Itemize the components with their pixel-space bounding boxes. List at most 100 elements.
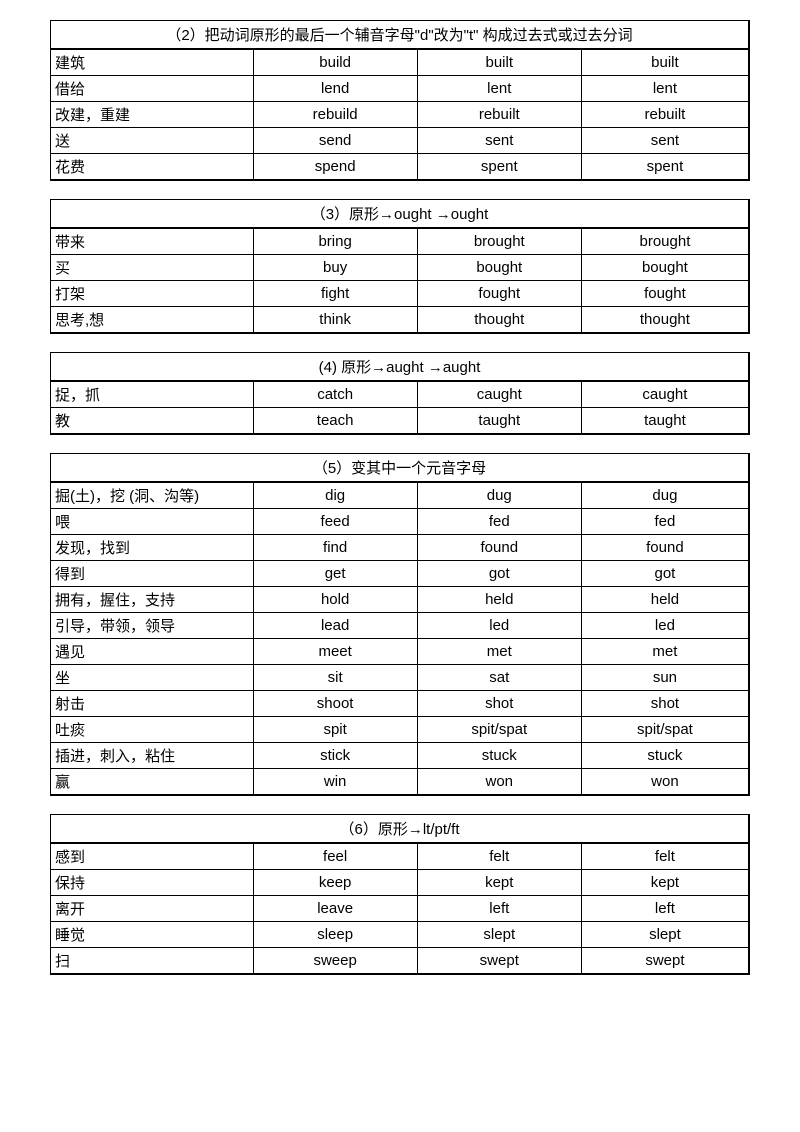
past-tense: built: [417, 49, 581, 76]
base-form: keep: [253, 870, 417, 896]
table-header: （6）原形→lt/pt/ft: [51, 815, 750, 844]
past-participle: led: [581, 613, 749, 639]
past-participle: met: [581, 639, 749, 665]
base-form: lead: [253, 613, 417, 639]
chinese-meaning: 射击: [51, 691, 254, 717]
table-row: 扫sweepsweptswept: [51, 948, 750, 975]
chinese-meaning: 遇见: [51, 639, 254, 665]
table-row: 赢winwonwon: [51, 769, 750, 796]
base-form: dig: [253, 482, 417, 509]
table-row: 离开leaveleftleft: [51, 896, 750, 922]
past-participle: rebuilt: [581, 102, 749, 128]
past-participle: fought: [581, 281, 749, 307]
table-row: 睡觉sleepsleptslept: [51, 922, 750, 948]
base-form: fight: [253, 281, 417, 307]
past-participle: taught: [581, 408, 749, 435]
past-participle: bought: [581, 255, 749, 281]
past-tense: stuck: [417, 743, 581, 769]
table-row: 建筑buildbuiltbuilt: [51, 49, 750, 76]
table-row: 保持keepkeptkept: [51, 870, 750, 896]
past-tense: spent: [417, 154, 581, 181]
verb-table-0: （2）把动词原形的最后一个辅音字母"d"改为"t" 构成过去式或过去分词建筑bu…: [50, 20, 750, 181]
past-tense: slept: [417, 922, 581, 948]
table-row: 借给lendlentlent: [51, 76, 750, 102]
chinese-meaning: 借给: [51, 76, 254, 102]
base-form: sit: [253, 665, 417, 691]
tables-container: （2）把动词原形的最后一个辅音字母"d"改为"t" 构成过去式或过去分词建筑bu…: [50, 20, 750, 975]
chinese-meaning: 拥有，握住，支持: [51, 587, 254, 613]
past-participle: found: [581, 535, 749, 561]
past-participle: lent: [581, 76, 749, 102]
past-tense: rebuilt: [417, 102, 581, 128]
past-participle: sun: [581, 665, 749, 691]
base-form: bring: [253, 228, 417, 255]
base-form: feed: [253, 509, 417, 535]
base-form: sleep: [253, 922, 417, 948]
table-row: 带来bringbroughtbrought: [51, 228, 750, 255]
past-participle: stuck: [581, 743, 749, 769]
table-row: 花费spendspentspent: [51, 154, 750, 181]
table-row: 打架fightfoughtfought: [51, 281, 750, 307]
past-tense: got: [417, 561, 581, 587]
past-tense: led: [417, 613, 581, 639]
verb-table-3: （5）变其中一个元音字母掘(土)，挖 (洞、沟等)digdugdug喂feedf…: [50, 453, 750, 796]
past-participle: swept: [581, 948, 749, 975]
chinese-meaning: 吐痰: [51, 717, 254, 743]
table-row: 捉，抓catchcaughtcaught: [51, 381, 750, 408]
chinese-meaning: 得到: [51, 561, 254, 587]
chinese-meaning: 保持: [51, 870, 254, 896]
base-form: lend: [253, 76, 417, 102]
table-row: 得到getgotgot: [51, 561, 750, 587]
base-form: find: [253, 535, 417, 561]
table-row: 买buyboughtbought: [51, 255, 750, 281]
table-row: 喂feedfedfed: [51, 509, 750, 535]
past-tense: won: [417, 769, 581, 796]
past-participle: built: [581, 49, 749, 76]
base-form: build: [253, 49, 417, 76]
verb-table-4: （6）原形→lt/pt/ft感到feelfeltfelt保持keepkeptke…: [50, 814, 750, 975]
chinese-meaning: 扫: [51, 948, 254, 975]
chinese-meaning: 送: [51, 128, 254, 154]
past-participle: felt: [581, 843, 749, 870]
past-tense: brought: [417, 228, 581, 255]
chinese-meaning: 坐: [51, 665, 254, 691]
past-participle: won: [581, 769, 749, 796]
base-form: spend: [253, 154, 417, 181]
verb-table-2: (4) 原形→aught →aught捉，抓catchcaughtcaught教…: [50, 352, 750, 435]
base-form: meet: [253, 639, 417, 665]
chinese-meaning: 睡觉: [51, 922, 254, 948]
table-row: 掘(土)，挖 (洞、沟等)digdugdug: [51, 482, 750, 509]
chinese-meaning: 改建，重建: [51, 102, 254, 128]
past-tense: left: [417, 896, 581, 922]
base-form: think: [253, 307, 417, 334]
table-header: (4) 原形→aught →aught: [51, 353, 750, 382]
past-participle: dug: [581, 482, 749, 509]
past-participle: shot: [581, 691, 749, 717]
chinese-meaning: 掘(土)，挖 (洞、沟等): [51, 482, 254, 509]
past-tense: kept: [417, 870, 581, 896]
past-tense: shot: [417, 691, 581, 717]
table-row: 坐sitsatsun: [51, 665, 750, 691]
table-row: 插进，刺入，粘住stickstuckstuck: [51, 743, 750, 769]
table-row: 遇见meetmetmet: [51, 639, 750, 665]
past-participle: caught: [581, 381, 749, 408]
past-tense: dug: [417, 482, 581, 509]
base-form: catch: [253, 381, 417, 408]
past-participle: held: [581, 587, 749, 613]
chinese-meaning: 思考,想: [51, 307, 254, 334]
base-form: get: [253, 561, 417, 587]
chinese-meaning: 教: [51, 408, 254, 435]
chinese-meaning: 捉，抓: [51, 381, 254, 408]
past-participle: left: [581, 896, 749, 922]
base-form: leave: [253, 896, 417, 922]
base-form: shoot: [253, 691, 417, 717]
base-form: spit: [253, 717, 417, 743]
past-participle: spent: [581, 154, 749, 181]
past-tense: sent: [417, 128, 581, 154]
past-tense: spit/spat: [417, 717, 581, 743]
table-row: 改建，重建rebuildrebuiltrebuilt: [51, 102, 750, 128]
past-tense: felt: [417, 843, 581, 870]
base-form: sweep: [253, 948, 417, 975]
past-participle: slept: [581, 922, 749, 948]
past-tense: lent: [417, 76, 581, 102]
